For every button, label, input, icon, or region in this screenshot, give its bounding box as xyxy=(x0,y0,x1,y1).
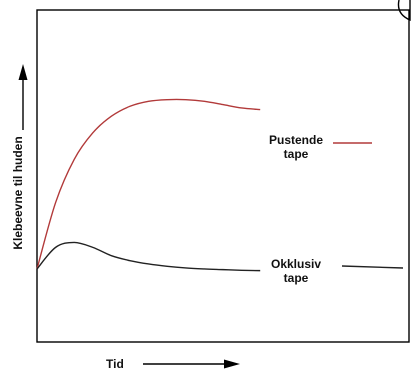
plot-frame xyxy=(36,9,410,343)
series-label-line-2: tape xyxy=(284,147,309,161)
y-axis-label: Klebeevne til huden xyxy=(11,136,25,249)
legend-swatch-okklusiv-tape xyxy=(341,265,404,269)
series-label-pustende-tape: Pustende tape xyxy=(269,133,323,161)
series-line-pustende-tape xyxy=(36,98,261,270)
x-axis-label: Tid xyxy=(106,357,124,370)
x-axis-label-group: Tid xyxy=(106,357,240,370)
y-axis-arrowhead xyxy=(18,64,28,80)
series-label-line-1: Okklusiv xyxy=(271,257,321,271)
series-label-line-2: tape xyxy=(284,271,309,285)
series-label-line-1: Pustende xyxy=(269,133,323,147)
series-line-okklusiv-tape xyxy=(36,241,261,272)
y-axis-label-group: Klebeevne til huden xyxy=(11,64,28,250)
decorative-arc xyxy=(397,0,411,22)
series-label-okklusiv-tape: Okklusiv tape xyxy=(271,257,321,285)
x-axis-arrowhead xyxy=(224,359,240,369)
